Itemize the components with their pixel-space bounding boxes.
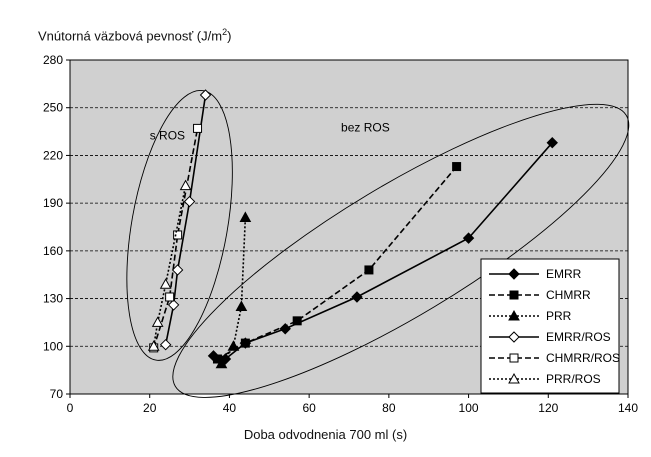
legend-marker (508, 268, 520, 280)
annotation-label: s ROS (150, 129, 185, 143)
y-axis-title-close: ) (227, 28, 232, 44)
legend-marker (508, 372, 520, 384)
legend-marker (508, 309, 520, 321)
x-tick-label: 80 (382, 401, 396, 415)
y-tick-label: 280 (43, 53, 63, 67)
data-point (292, 316, 302, 326)
data-point (462, 232, 475, 244)
data-point (171, 264, 184, 276)
x-tick-label: 20 (143, 401, 157, 415)
data-point (227, 340, 240, 351)
legend-label: EMRR/ROS (546, 330, 611, 344)
group-ellipse (126, 90, 233, 361)
data-point (452, 162, 462, 172)
data-point (215, 357, 228, 369)
data-point (165, 292, 175, 302)
legend-marker (509, 290, 519, 300)
y-tick-label: 100 (43, 339, 63, 353)
data-point (151, 316, 164, 327)
y-tick-label: 220 (43, 148, 63, 162)
legend-marker (508, 331, 520, 343)
data-point (364, 265, 374, 275)
x-axis-title: Doba odvodnenia 700 ml (s) (243, 427, 408, 442)
data-point (159, 278, 172, 289)
data-point (183, 195, 196, 208)
annotation-label: bez ROS (341, 121, 390, 135)
y-tick-label: 160 (43, 244, 63, 258)
y-axis-title-text: Vnútorná väzbová pevnosť (J/m (38, 28, 223, 44)
data-point (193, 123, 203, 133)
x-tick-label: 0 (67, 401, 74, 415)
legend-label: PRR (546, 309, 572, 323)
x-tick-label: 40 (223, 401, 237, 415)
y-tick-label: 190 (43, 196, 63, 210)
legend-marker (509, 353, 519, 363)
data-point (159, 338, 172, 351)
data-point (546, 136, 558, 149)
data-point (173, 230, 183, 240)
y-tick-label: 250 (43, 101, 63, 115)
data-point (179, 179, 192, 191)
data-point (239, 211, 252, 222)
y-axis-title-superscript: 2 (222, 27, 228, 37)
legend-label: EMRR (546, 267, 582, 281)
data-point (199, 89, 212, 101)
data-point (147, 340, 160, 351)
x-tick-label: 120 (538, 401, 558, 415)
group-ellipse (172, 103, 630, 398)
data-point (240, 338, 250, 348)
legend-label: CHMRR/ROS (546, 351, 620, 365)
series-line (220, 217, 247, 365)
x-tick-label: 100 (459, 401, 479, 415)
series-line (152, 128, 199, 349)
y-tick-label: 130 (43, 292, 63, 306)
series-line (152, 185, 187, 347)
data-point (235, 300, 248, 312)
legend-label: PRR/ROS (546, 372, 601, 386)
y-tick-label: 70 (50, 387, 64, 401)
x-tick-label: 60 (302, 401, 316, 415)
y-axis-title: Vnútorná väzbová pevnosť (J/m2) (38, 27, 231, 43)
data-point (167, 299, 180, 311)
data-point (351, 291, 363, 303)
legend-box (480, 258, 620, 394)
legend-label: CHMRR (546, 288, 591, 302)
x-tick-label: 140 (618, 401, 638, 415)
